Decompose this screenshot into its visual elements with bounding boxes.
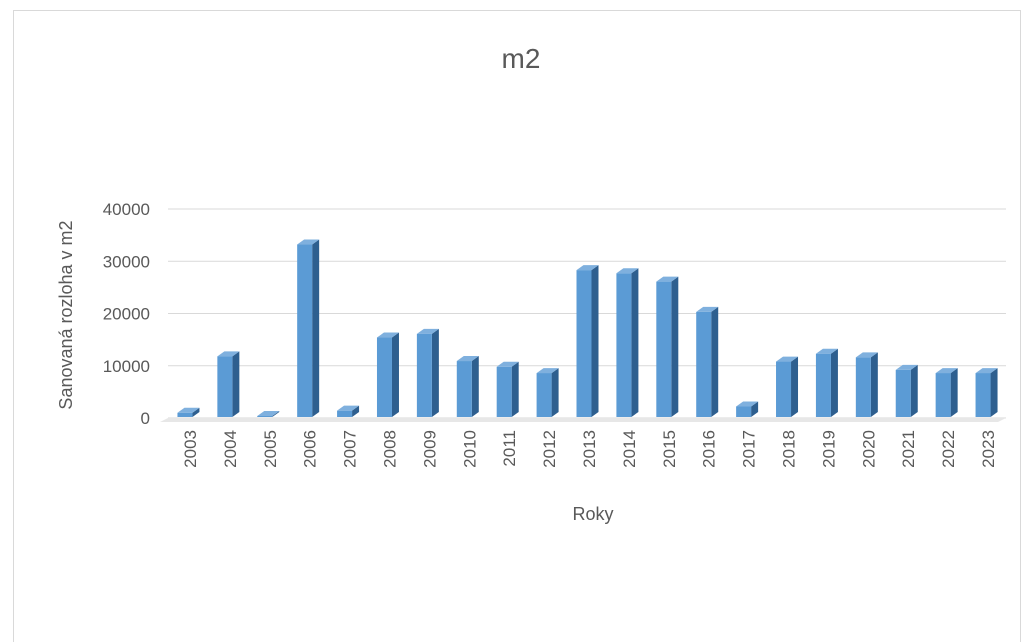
bar (416, 328, 439, 417)
x-tick-label: 2015 (660, 430, 679, 468)
x-tick-label: 2009 (420, 430, 439, 468)
bar (975, 368, 998, 417)
bar (456, 356, 479, 417)
x-axis-ticks: 2003 2004 2005 2006 2007 2008 2009 2010 2011 2012… (181, 430, 998, 468)
bars (177, 239, 998, 417)
bar (177, 407, 200, 417)
bar (616, 268, 639, 417)
bar (217, 351, 240, 417)
x-tick-label: 2018 (780, 430, 799, 468)
x-tick-label: 2019 (819, 430, 838, 468)
y-axis-ticks: 0 10000 20000 30000 40000 (103, 200, 150, 428)
x-tick-label: 2007 (341, 430, 360, 468)
bar (337, 405, 360, 417)
bar (776, 356, 799, 417)
bar (736, 401, 759, 417)
bar (376, 332, 399, 417)
x-tick-label: 2006 (301, 430, 320, 468)
y-tick-label: 10000 (103, 357, 150, 376)
bar (576, 265, 599, 417)
x-tick-label: 2014 (620, 430, 639, 468)
x-tick-label: 2012 (540, 430, 559, 468)
x-tick-label: 2008 (380, 430, 399, 468)
bar (935, 368, 958, 417)
x-tick-label: 2022 (939, 430, 958, 468)
x-tick-label: 2017 (740, 430, 759, 468)
chart-title: m2 (502, 43, 541, 74)
bar (257, 411, 280, 417)
x-tick-label: 2020 (859, 430, 878, 468)
bar (656, 276, 679, 417)
x-tick-label: 2011 (500, 430, 519, 467)
bar (696, 306, 719, 417)
bar (855, 352, 878, 417)
x-tick-label: 2005 (261, 430, 280, 468)
chart-frame (13, 10, 1021, 642)
x-tick-label: 2016 (700, 430, 719, 468)
x-tick-label: 2021 (899, 430, 918, 468)
y-axis-label: Sanovaná rozloha v m2 (56, 220, 76, 409)
x-tick-label: 2023 (979, 430, 998, 468)
bar (536, 368, 559, 417)
x-tick-label: 2004 (221, 430, 240, 468)
bar (297, 239, 320, 417)
x-axis-label: Roky (572, 504, 613, 524)
bar (895, 364, 918, 417)
y-tick-label: 20000 (103, 305, 150, 324)
y-tick-label: 30000 (103, 252, 150, 271)
bar (496, 361, 519, 417)
x-tick-label: 2013 (580, 430, 599, 468)
y-tick-label: 0 (141, 409, 150, 428)
x-tick-label: 2003 (181, 430, 200, 468)
chart-floor (160, 418, 1006, 422)
x-tick-label: 2010 (460, 430, 479, 468)
bar (815, 348, 838, 417)
y-tick-label: 40000 (103, 200, 150, 219)
